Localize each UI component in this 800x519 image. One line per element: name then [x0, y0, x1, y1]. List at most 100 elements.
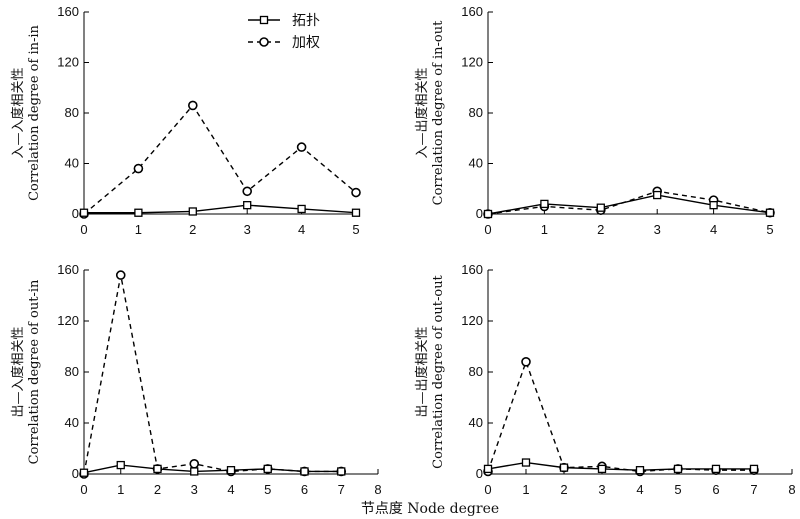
x-tick-label: 7 [338, 482, 345, 497]
y-tick-label: 40 [469, 415, 483, 430]
y-axis-label-cn: 出—入度相关性 [10, 326, 26, 417]
y-tick-label: 120 [57, 313, 79, 328]
y-tick-label: 80 [65, 105, 79, 120]
y-tick-label: 120 [57, 55, 79, 70]
series-line-topology [83, 464, 342, 474]
x-tick-label: 4 [636, 482, 643, 497]
x-tick-label: 1 [522, 482, 529, 497]
point-topology [337, 467, 346, 476]
x-tick-label: 1 [135, 222, 142, 237]
y-tick-label: 80 [469, 105, 483, 120]
point-weighted [296, 142, 307, 152]
x-tick-label: 6 [301, 482, 308, 497]
x-tick-label: 3 [191, 482, 198, 497]
y-tick-label: 40 [65, 156, 79, 171]
point-weighted [188, 100, 198, 111]
y-axis-label-en: Correlation degree of in-in [27, 24, 42, 200]
point-topology [653, 190, 662, 200]
y-tick-label: 0 [72, 206, 79, 221]
x-tick-label: 0 [484, 482, 491, 497]
point-topology [673, 464, 683, 474]
x-tick-label: 4 [227, 482, 234, 497]
point-topology [483, 464, 493, 474]
point-topology [188, 207, 197, 216]
y-tick-label: 0 [72, 466, 79, 481]
x-tick-label: 3 [654, 222, 661, 237]
y-tick-label: 40 [469, 156, 483, 171]
x-tick-label: 5 [264, 482, 271, 497]
y-tick-label: 160 [57, 4, 79, 19]
point-topology [596, 203, 605, 212]
x-tick-label: 1 [541, 222, 548, 237]
point-topology [749, 464, 759, 474]
series-line-topology [84, 204, 357, 214]
y-axis-label-cn: 入—入度相关性 [10, 67, 26, 158]
y-tick-label: 160 [461, 262, 483, 277]
point-weighted [189, 458, 200, 469]
y-tick-label: 0 [476, 206, 483, 221]
y-axis-label-en: Correlation degree of out-out [431, 274, 446, 468]
point-topology [483, 209, 493, 219]
y-tick-label: 160 [57, 262, 79, 277]
x-tick-label: 5 [766, 222, 773, 237]
x-tick-label: 4 [298, 222, 305, 237]
y-tick-label: 0 [476, 466, 483, 481]
point-topology [559, 463, 569, 472]
legend-marker-circle [259, 37, 269, 47]
point-topology [190, 467, 199, 476]
series-line-topology [487, 461, 754, 471]
y-tick-label: 160 [461, 4, 483, 19]
point-topology [226, 466, 236, 475]
series-line-weighted [83, 104, 357, 215]
x-tick-label: 0 [484, 222, 491, 237]
series-line-topology [487, 194, 771, 215]
y-tick-label: 80 [469, 364, 483, 379]
panel-4: 0 40 80 120 160 0 1 2 3 4 5 6 7 8 出—出度相关性 Correlation d… [414, 262, 796, 497]
y-axis-label-en: Correlation degree of in-out [431, 20, 446, 205]
x-tick-label: 5 [352, 222, 359, 237]
x-tick-label: 2 [597, 222, 604, 237]
point-topology [597, 464, 607, 474]
point-topology [351, 208, 361, 217]
x-tick-label: 2 [154, 482, 161, 497]
point-topology [635, 466, 645, 475]
y-tick-label: 120 [461, 55, 483, 70]
x-tick-label: 5 [674, 482, 681, 497]
point-topology [116, 460, 125, 470]
point-topology [153, 464, 162, 474]
y-axis-label-en: Correlation degree of out-in [27, 279, 42, 464]
point-topology [300, 467, 309, 476]
legend-marker-square [259, 15, 269, 25]
point-weighted [115, 270, 126, 280]
point-topology [709, 201, 718, 210]
y-tick-label: 40 [65, 415, 79, 430]
point-topology [263, 464, 272, 474]
x-tick-label: 8 [374, 482, 381, 497]
legend-label: 加权 [292, 35, 320, 51]
y-tick-label: 120 [461, 313, 483, 328]
x-tick-label: 0 [80, 482, 87, 497]
figure-xlabel: 节点度 Node degree [361, 501, 499, 517]
x-tick-label: 2 [189, 222, 196, 237]
series-line-weighted [487, 190, 771, 215]
point-topology [134, 208, 143, 217]
x-tick-label: 8 [788, 482, 795, 497]
y-axis-label-cn: 出—出度相关性 [414, 326, 430, 417]
x-tick-label: 3 [598, 482, 605, 497]
point-topology [711, 464, 721, 474]
point-weighted [242, 186, 252, 197]
y-axis-label-cn: 入—出度相关性 [414, 67, 430, 158]
y-tick-label: 80 [65, 364, 79, 379]
panel-3: 0 40 80 120 160 0 1 2 3 4 5 6 7 8 出—入度相关性 Correlation d… [10, 262, 382, 497]
x-tick-label: 6 [712, 482, 719, 497]
x-tick-label: 2 [560, 482, 567, 497]
point-topology [79, 208, 89, 217]
x-tick-label: 7 [750, 482, 757, 497]
point-topology [243, 201, 252, 210]
legend-label: 拓扑 [292, 13, 320, 29]
point-topology [765, 208, 775, 217]
x-tick-label: 3 [244, 222, 251, 237]
point-topology [79, 468, 89, 477]
